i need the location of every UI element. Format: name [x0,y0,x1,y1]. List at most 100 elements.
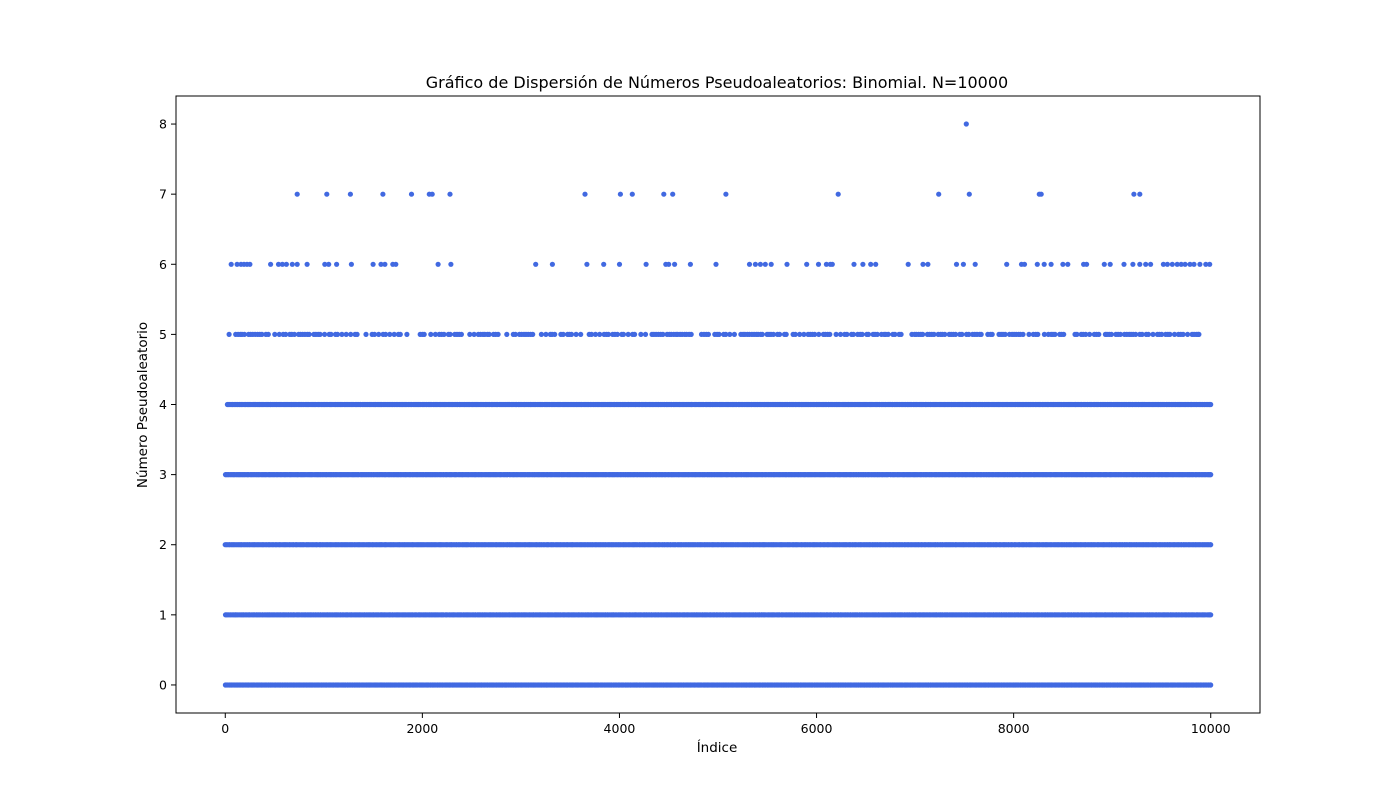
level-8-points [963,121,969,127]
data-point [823,261,830,267]
data-point [533,261,539,267]
data-point [672,261,678,267]
data-point [1087,331,1093,337]
x-tick-label: 2000 [406,721,438,736]
data-point [1060,261,1066,267]
data-point [588,331,595,337]
data-point [833,331,839,337]
data-point [989,331,995,337]
data-point [578,331,584,337]
data-point [294,261,300,267]
data-point [1020,331,1026,337]
data-point [584,261,590,267]
data-point [953,261,960,267]
data-point [348,331,354,337]
data-point [1121,261,1127,267]
data-point [638,331,644,337]
data-point [768,261,774,267]
y-tick-label: 7 [159,187,167,202]
data-point [380,191,386,197]
data-point [597,331,603,337]
data-point [874,331,880,337]
data-point [560,331,566,337]
data-point [322,261,328,267]
data-point [625,331,631,337]
data-point [1083,331,1089,337]
data-point [568,331,575,337]
data-point [1041,261,1047,267]
data-point [447,191,453,197]
data-point [1191,261,1197,267]
data-point [441,331,447,337]
data-point [873,261,879,267]
data-point [283,261,289,267]
data-point [376,331,382,337]
data-point [259,331,265,337]
data-point [435,261,441,267]
x-tick-label: 8000 [998,721,1030,736]
data-point [666,261,672,267]
data-point [1139,331,1145,337]
data-point [746,261,753,267]
x-axis-label: Índice [697,739,738,756]
data-point [486,331,492,337]
x-tick-label: 0 [221,721,229,736]
data-point [1182,261,1188,267]
data-point [1185,331,1191,337]
data-point [304,261,310,267]
data-point [759,331,765,337]
data-point [705,331,712,337]
data-point [306,331,312,337]
data-point [552,331,558,337]
data-point [1167,331,1173,337]
data-point [1137,191,1143,197]
data-point [1026,331,1032,337]
data-point [713,261,719,267]
data-point [1052,331,1058,337]
x-axis-ticks: 0 2000 4000 6000 8000 10000 [221,713,1231,736]
data-point [471,331,477,337]
data-point [670,191,676,197]
data-point [632,331,638,337]
data-point [770,331,777,337]
data-point [801,331,807,337]
data-point [276,331,282,337]
data-point [324,191,330,197]
data-point [291,331,297,337]
data-point [279,261,285,267]
data-point [959,331,965,337]
data-point [1034,261,1040,267]
data-point [925,261,931,267]
y-tick-label: 4 [159,397,167,412]
data-point [731,331,738,337]
data-point [371,331,378,337]
data-point [812,331,818,337]
data-point [936,191,942,197]
data-point [378,261,384,267]
data-point [1178,261,1184,267]
y-tick-label: 6 [159,257,167,272]
data-point [661,191,667,197]
data-point [860,261,866,267]
data-point [716,331,722,337]
level-6-points [228,261,1213,267]
data-point [844,331,850,337]
data-point [1208,682,1214,688]
data-point [397,331,403,337]
data-point [328,331,334,337]
level-0-points [222,682,1214,688]
data-point [727,331,733,337]
data-point [432,331,438,337]
data-point [777,331,783,337]
data-point [972,261,978,267]
data-point [1041,331,1047,337]
data-point [1148,261,1154,267]
data-point [1065,261,1071,267]
data-point [905,261,911,267]
data-point [268,261,274,267]
data-point [393,261,399,267]
data-point [892,331,898,337]
data-point [1203,261,1209,267]
data-point [234,261,240,267]
